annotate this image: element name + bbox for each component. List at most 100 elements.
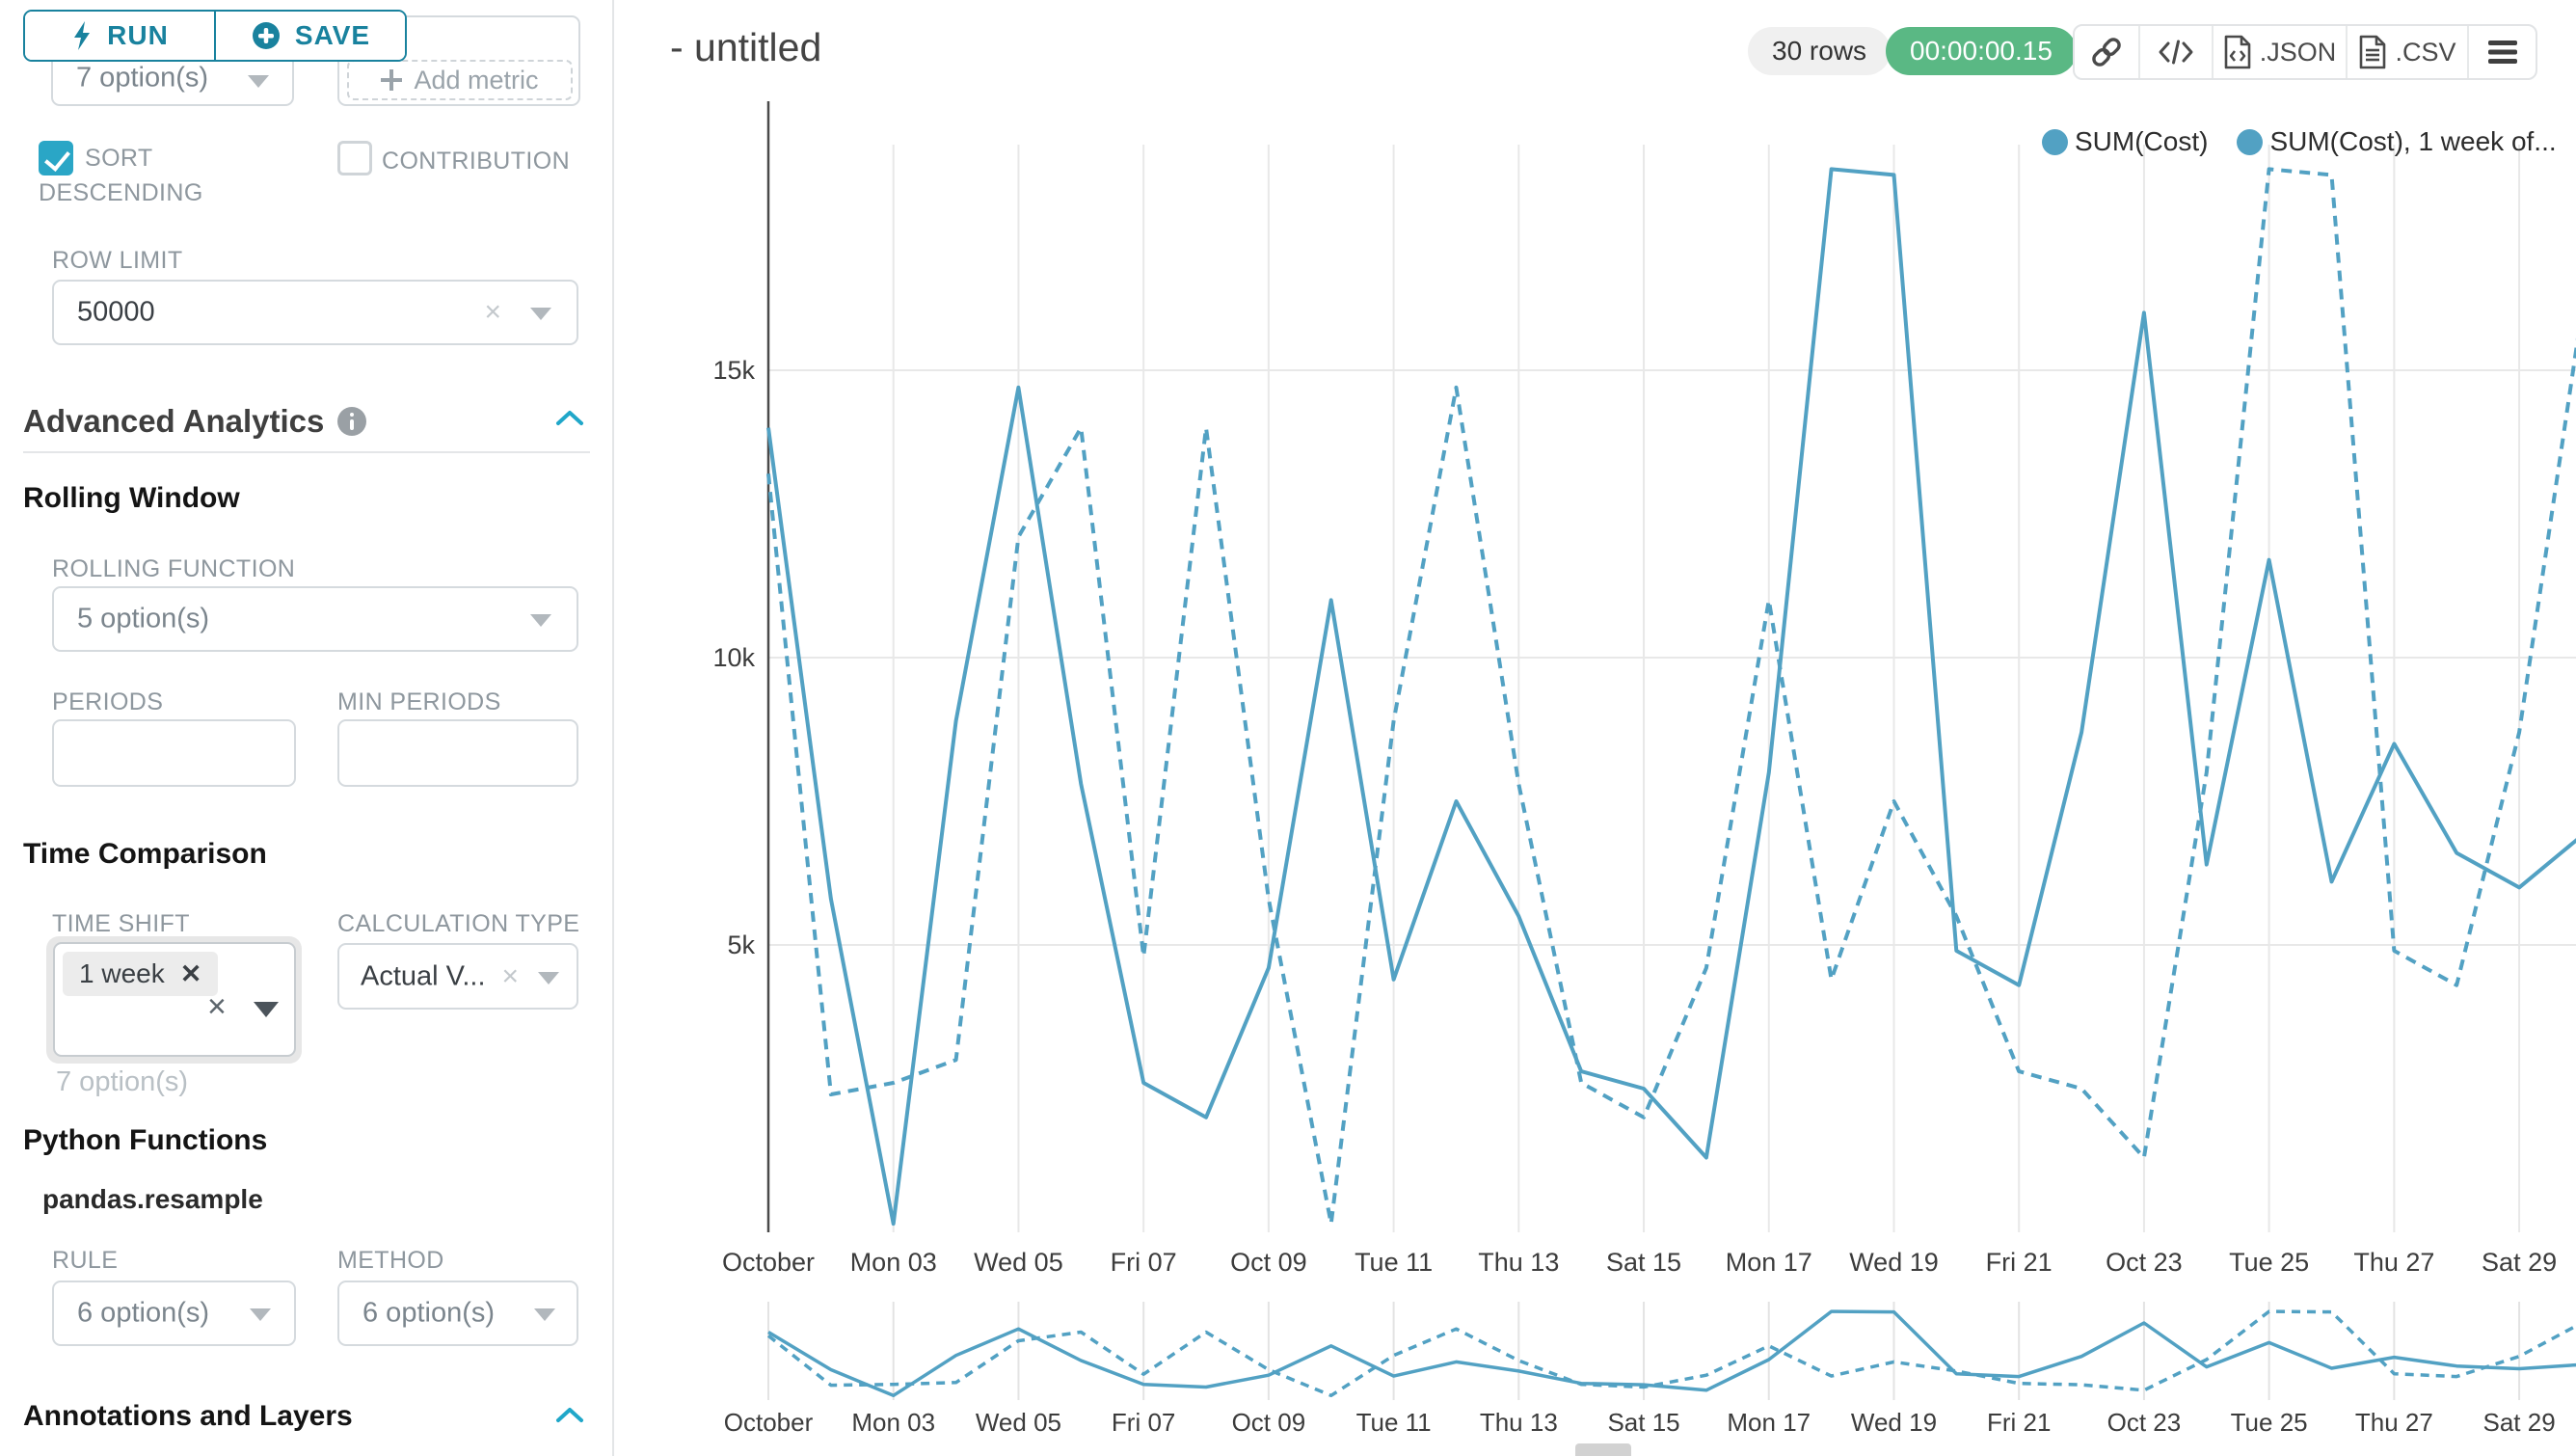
svg-text:Wed 19: Wed 19 — [1851, 1408, 1937, 1437]
export-csv-button[interactable]: .CSV — [2348, 26, 2469, 78]
chevron-down-icon — [254, 1002, 279, 1017]
svg-text:Tue 11: Tue 11 — [1355, 1248, 1433, 1277]
add-metric-button[interactable]: Add metric — [347, 60, 573, 100]
plus-circle-icon — [252, 22, 280, 49]
time-shift-helper: 7 option(s) — [56, 1066, 189, 1097]
pandas-resample-label: pandas.resample — [42, 1184, 263, 1214]
min-periods-label: MIN PERIODS — [337, 688, 501, 715]
rule-select[interactable]: 6 option(s) — [52, 1281, 296, 1346]
lightning-icon — [74, 21, 91, 50]
clear-icon[interactable]: × — [501, 959, 519, 992]
csv-file-icon — [2360, 35, 2386, 69]
svg-text:Wed 19: Wed 19 — [1849, 1248, 1939, 1277]
svg-text:Mon 03: Mon 03 — [851, 1408, 935, 1437]
advanced-analytics-header[interactable]: Advanced Analytics — [23, 403, 367, 440]
svg-text:Thu 27: Thu 27 — [2353, 1248, 2434, 1277]
calculation-type-select[interactable]: Actual V... × — [337, 943, 578, 1010]
info-icon — [337, 407, 367, 436]
plus-icon — [381, 69, 403, 91]
contribution-label: CONTRIBUTION — [382, 148, 571, 175]
legend-label: SUM(Cost), 1 week of... — [2269, 126, 2557, 156]
run-button[interactable]: RUN — [25, 12, 216, 60]
panel-resize-handle[interactable] — [1575, 1443, 1631, 1456]
svg-text:10k: 10k — [712, 643, 755, 672]
contribution-checkbox[interactable] — [337, 141, 372, 175]
chart-menu-button[interactable] — [2469, 26, 2536, 78]
svg-text:Tue 25: Tue 25 — [2229, 1248, 2309, 1277]
rolling-function-value: 5 option(s) — [77, 603, 210, 634]
svg-text:Thu 27: Thu 27 — [2355, 1408, 2433, 1437]
clear-icon[interactable]: × — [484, 296, 501, 328]
svg-text:Fri 21: Fri 21 — [1986, 1248, 2053, 1277]
time-shift-label: TIME SHIFT — [52, 910, 190, 937]
svg-text:Thu 13: Thu 13 — [1478, 1248, 1559, 1277]
rolling-function-label: ROLLING FUNCTION — [52, 555, 296, 582]
calculation-type-label: CALCULATION TYPE — [337, 910, 580, 937]
time-comparison-title: Time Comparison — [23, 838, 267, 870]
chevron-down-icon — [538, 971, 559, 984]
save-button-label: SAVE — [294, 20, 371, 50]
legend-dot-icon — [2042, 128, 2068, 155]
svg-text:Sat 15: Sat 15 — [1607, 1408, 1679, 1437]
add-metric-label: Add metric — [414, 65, 539, 94]
legend-entry-sum-cost-offset[interactable]: SUM(Cost), 1 week of... — [2237, 126, 2557, 157]
rolling-function-select[interactable]: 5 option(s) — [52, 586, 578, 652]
svg-text:Wed 05: Wed 05 — [974, 1248, 1063, 1277]
svg-text:Fri 21: Fri 21 — [1987, 1408, 2051, 1437]
collapse-chevron-icon[interactable] — [555, 1406, 584, 1423]
time-shift-tag-label: 1 week — [79, 958, 165, 988]
rolling-window-title: Rolling Window — [23, 482, 240, 514]
svg-text:Mon 17: Mon 17 — [1727, 1408, 1811, 1437]
row-limit-select[interactable]: 50000 × — [52, 280, 578, 345]
min-periods-input[interactable] — [337, 719, 578, 787]
clear-icon[interactable]: × — [207, 988, 227, 1025]
method-label: METHOD — [337, 1247, 444, 1274]
svg-text:Fri 07: Fri 07 — [1112, 1408, 1175, 1437]
export-json-button[interactable]: .JSON — [2214, 26, 2348, 78]
save-button[interactable]: SAVE — [216, 12, 405, 60]
chart-title[interactable]: - untitled — [670, 25, 822, 69]
metrics-control-box: Add metric — [337, 15, 580, 106]
hamburger-icon — [2487, 40, 2517, 64]
svg-text:Sat 29: Sat 29 — [2482, 1408, 2555, 1437]
periods-label: PERIODS — [52, 688, 164, 715]
svg-text:Sat 15: Sat 15 — [1606, 1248, 1681, 1277]
collapse-chevron-icon[interactable] — [555, 409, 584, 426]
svg-text:15k: 15k — [712, 356, 755, 385]
svg-text:October: October — [722, 1248, 815, 1277]
embed-code-button[interactable] — [2140, 26, 2214, 78]
svg-text:Tue 25: Tue 25 — [2231, 1408, 2308, 1437]
time-shift-focus-ring: 1 week ✕ × — [46, 936, 302, 1064]
chevron-down-icon — [530, 614, 551, 627]
method-select[interactable]: 6 option(s) — [337, 1281, 578, 1346]
svg-text:Mon 17: Mon 17 — [1726, 1248, 1812, 1277]
legend-label: SUM(Cost) — [2075, 126, 2209, 156]
chevron-down-icon — [250, 1308, 271, 1321]
copy-link-button[interactable] — [2075, 26, 2140, 78]
svg-text:Tue 11: Tue 11 — [1356, 1408, 1432, 1437]
link-icon — [2092, 38, 2121, 67]
annotations-title: Annotations and Layers — [23, 1400, 353, 1432]
sort-descending-checkbox[interactable] — [39, 141, 73, 175]
query-timer-badge: 00:00:00.15 — [1886, 27, 2077, 75]
svg-text:Oct 23: Oct 23 — [2107, 1408, 2182, 1437]
sort-descending-label: SORT DESCENDING — [39, 145, 203, 206]
calculation-type-value: Actual V... — [361, 960, 486, 991]
rule-label: RULE — [52, 1247, 119, 1274]
svg-text:October: October — [724, 1408, 814, 1437]
svg-text:Oct 09: Oct 09 — [1232, 1408, 1306, 1437]
svg-text:Oct 09: Oct 09 — [1230, 1248, 1307, 1277]
remove-tag-icon[interactable]: ✕ — [179, 958, 202, 988]
svg-text:Fri 07: Fri 07 — [1111, 1248, 1177, 1277]
export-json-label: .JSON — [2259, 37, 2337, 67]
legend-entry-sum-cost[interactable]: SUM(Cost) — [2042, 126, 2208, 157]
chevron-down-icon — [248, 74, 269, 88]
row-limit-label: ROW LIMIT — [52, 247, 183, 274]
chart-legend: SUM(Cost) SUM(Cost), 1 week of... — [2042, 126, 2557, 157]
method-value: 6 option(s) — [362, 1297, 496, 1329]
export-toolbar: .JSON .CSV — [2073, 24, 2537, 80]
periods-input[interactable] — [52, 719, 296, 787]
time-shift-multiselect[interactable]: 1 week ✕ × — [53, 942, 296, 1057]
